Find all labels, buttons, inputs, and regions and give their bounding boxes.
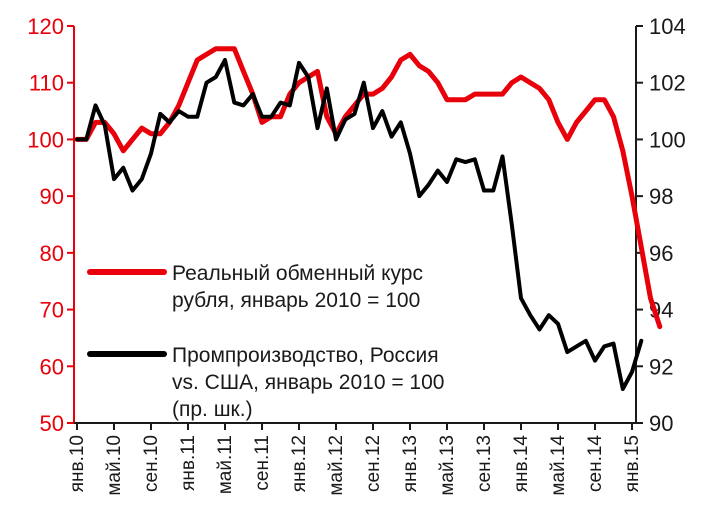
right-axis-tick-label: 90 — [649, 411, 673, 436]
series-line-2 — [75, 58, 644, 391]
left-axis-tick-label: 110 — [29, 71, 64, 96]
left-axis-tick-label: 60 — [40, 354, 64, 379]
x-axis-tick-label: янв.15 — [622, 435, 643, 492]
x-axis-tick-label: сен.11 — [252, 435, 273, 491]
legend: Реальный обменный курс рубля, январь 2010… — [87, 262, 444, 421]
series-group — [74, 46, 663, 391]
legend-label-2-line-3: (пр. шк.) — [172, 398, 253, 421]
x-axis-tick-label: сен.13 — [474, 435, 495, 492]
x-axis-tick-label: янв.10 — [67, 435, 88, 492]
x-axis-tick-label: янв.13 — [400, 435, 421, 492]
x-axis-tick-label: май.13 — [437, 435, 458, 496]
left-axis-tick-label: 50 — [40, 411, 64, 436]
left-axis-tick-label: 100 — [27, 127, 64, 152]
legend-label-1-line-2: рубля, январь 2010 = 100 — [172, 289, 420, 312]
legend-label-2-line-2: vs. США, январь 2010 = 100 — [172, 371, 444, 394]
right-axis-tick-label: 96 — [649, 241, 673, 266]
x-axis-tick-label: янв.14 — [511, 435, 532, 493]
x-axis-tick-label: сен.14 — [585, 435, 606, 492]
right-axis-tick-label: 102 — [649, 71, 686, 96]
x-axis-tick-label: май.10 — [104, 435, 125, 496]
right-axis-tick-label: 104 — [649, 14, 686, 39]
left-axis-tick-label: 120 — [27, 14, 64, 39]
x-axis-tick-label: май.14 — [548, 435, 569, 496]
left-axis-tick-label: 80 — [40, 241, 64, 266]
right-axis-tick-label: 98 — [649, 184, 673, 209]
x-axis-tick-label: янв.11 — [178, 435, 199, 491]
x-axis-tick-label: сен.12 — [363, 435, 384, 492]
x-axis-tick-label: май.11 — [215, 435, 236, 494]
left-axis-tick-label: 90 — [40, 184, 64, 209]
x-axis-tick-label: янв.12 — [289, 435, 310, 492]
x-axis-tick-label: сен.10 — [141, 435, 162, 492]
legend-label-1-line-1: Реальный обменный курс — [172, 262, 423, 285]
axes-group: 50607080901001101209092949698100102104ян… — [27, 14, 685, 496]
left-axis-tick-label: 70 — [40, 298, 64, 323]
x-axis-tick-label: май.12 — [326, 435, 347, 496]
legend-label-2-line-1: Промпроизводство, Россия — [172, 344, 439, 367]
right-axis-tick-label: 100 — [649, 127, 686, 152]
right-axis-tick-label: 92 — [649, 354, 673, 379]
